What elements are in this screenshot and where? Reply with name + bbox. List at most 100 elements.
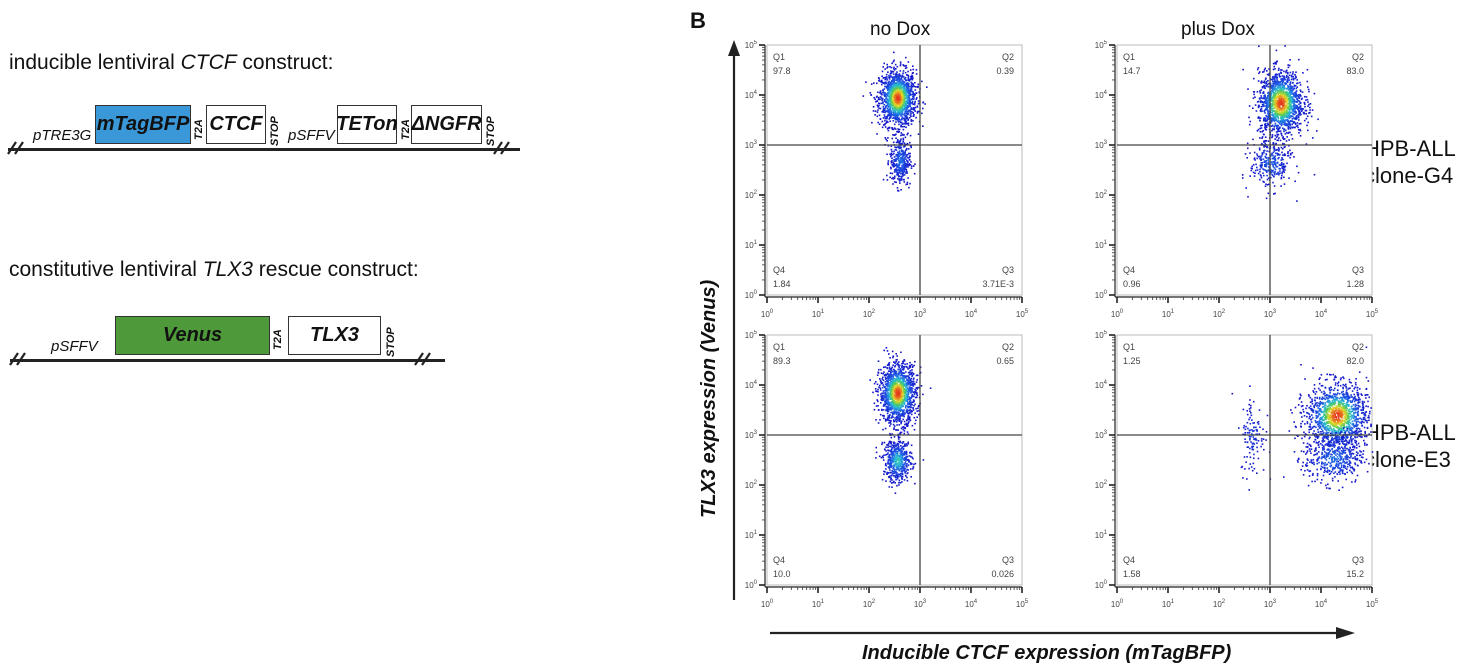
data-point [1295, 106, 1297, 109]
data-point [911, 387, 913, 389]
data-point [1264, 67, 1266, 70]
data-point [896, 139, 899, 141]
data-point [892, 134, 894, 136]
data-point [1271, 78, 1273, 81]
data-point [878, 386, 880, 388]
data-point [896, 78, 898, 81]
data-point [897, 178, 899, 180]
data-point [895, 387, 897, 389]
data-point [885, 122, 888, 124]
data-point [894, 382, 896, 384]
data-point [905, 94, 907, 97]
data-point [1276, 96, 1278, 98]
data-point [1272, 115, 1275, 117]
data-point [898, 147, 900, 150]
data-point [909, 370, 912, 372]
data-point [881, 386, 884, 389]
data-point [890, 409, 892, 411]
data-point [1293, 93, 1295, 96]
data-point [891, 383, 893, 385]
data-point [910, 120, 913, 122]
data-point [870, 83, 873, 85]
data-point [1296, 82, 1298, 85]
data-point [899, 158, 901, 161]
data-point [1260, 80, 1263, 82]
data-point [901, 116, 904, 118]
data-point [898, 418, 900, 421]
data-point [899, 88, 901, 90]
data-point [901, 402, 903, 405]
data-point [892, 105, 894, 107]
data-point [898, 85, 900, 88]
data-point [1286, 87, 1289, 90]
data-point [1292, 75, 1294, 78]
data-point [907, 417, 909, 420]
data-point [899, 107, 902, 110]
data-point [1262, 71, 1264, 73]
data-point [904, 172, 907, 174]
data-point [897, 399, 900, 401]
quadrant-value-q2: 0.39 [996, 66, 1014, 76]
data-point [1278, 111, 1281, 114]
data-point [1271, 87, 1274, 90]
data-point [1272, 80, 1274, 83]
data-point [893, 427, 895, 429]
data-point [893, 377, 896, 380]
data-point [1298, 112, 1300, 115]
data-point [1264, 78, 1267, 81]
data-point [1288, 109, 1291, 111]
data-point [1288, 126, 1290, 129]
data-point [884, 380, 887, 383]
data-point [1289, 156, 1291, 159]
data-point [1272, 141, 1275, 144]
data-point [910, 373, 913, 375]
data-point [900, 158, 903, 161]
data-point [885, 138, 887, 141]
data-point [893, 181, 896, 183]
data-point [907, 406, 910, 409]
data-point [889, 414, 891, 416]
data-point [1280, 116, 1282, 119]
data-point [1290, 105, 1292, 107]
y-tick-label: 105 [1095, 40, 1108, 50]
data-point [891, 366, 893, 369]
title-text: inducible lentiviral [9, 51, 181, 74]
linker-label: T2A [193, 119, 205, 140]
data-point [1277, 93, 1280, 96]
data-point [1264, 122, 1267, 125]
data-point [893, 109, 895, 112]
data-point [1266, 109, 1269, 111]
data-point [1276, 115, 1279, 117]
data-point [900, 409, 902, 412]
data-point [902, 107, 905, 110]
data-point [1259, 155, 1261, 158]
data-point [897, 411, 899, 413]
data-point [908, 367, 910, 370]
data-point [897, 140, 899, 142]
data-point [887, 370, 890, 372]
data-point [1272, 181, 1274, 184]
data-point [902, 401, 904, 403]
data-point [1265, 106, 1267, 108]
data-point [881, 75, 883, 77]
title-text: rescue construct: [252, 258, 419, 281]
data-point [1264, 139, 1267, 142]
data-point [882, 117, 885, 119]
quadrant-name-q3: Q3 [1352, 265, 1364, 275]
data-point [1298, 110, 1300, 113]
data-point [891, 382, 894, 384]
data-point [882, 392, 885, 394]
x-tick-label: 103 [914, 309, 927, 319]
data-point [908, 82, 910, 85]
data-point [1285, 107, 1287, 110]
data-point [1288, 64, 1291, 67]
data-point [1280, 72, 1283, 74]
data-point [1293, 84, 1296, 87]
data-point [904, 116, 907, 118]
data-point [894, 104, 896, 107]
data-point [1265, 84, 1267, 86]
data-point [1296, 94, 1299, 97]
data-point [898, 118, 901, 120]
data-point [892, 78, 895, 80]
data-point [896, 166, 899, 169]
